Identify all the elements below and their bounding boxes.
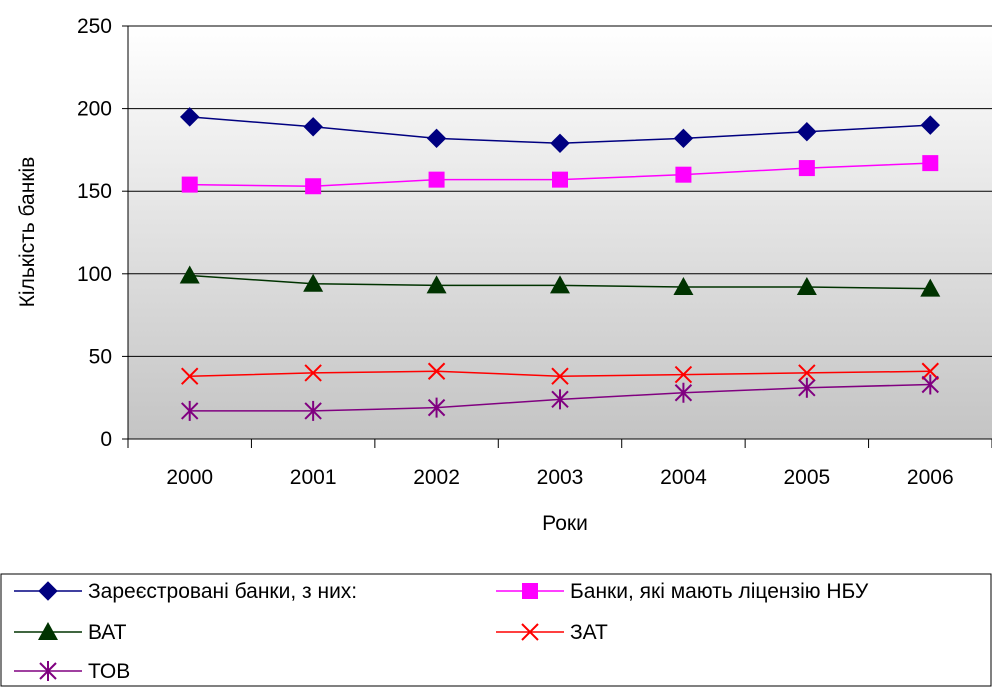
data-point [427, 397, 446, 418]
data-point [797, 122, 817, 142]
x-tick-label: 2006 [907, 466, 954, 489]
legend-label: Банки, які мають ліцензію НБУ [570, 580, 869, 603]
legend: Зареєстровані банки, з них: Банки, які ма… [0, 573, 992, 687]
data-point [921, 362, 939, 380]
legend-item: ВАТ [14, 621, 127, 644]
data-point [550, 133, 570, 153]
x-tick-label: 2003 [537, 466, 584, 489]
marker-stroke [551, 367, 569, 385]
x-axis-title: Роки [542, 512, 588, 535]
data-point [181, 400, 199, 421]
x-tick-label: 2004 [660, 466, 707, 489]
y-tick-label: 0 [100, 428, 112, 451]
legend-item: Зареєстровані банки, з них: [14, 580, 357, 603]
y-tick-label: 150 [77, 180, 112, 203]
axes: 0 50 100 150 200 250 2000 2001 2002 2003 2004 2005 2… [77, 15, 992, 489]
y-tick-label: 100 [77, 263, 112, 286]
data-point [674, 382, 693, 403]
series-5 [181, 374, 939, 421]
data-point [920, 278, 941, 297]
marker-stroke [427, 362, 446, 380]
series-4 [181, 362, 939, 385]
marker-stroke [921, 362, 939, 380]
legend-marker [38, 581, 58, 601]
series-group [179, 107, 941, 421]
data-point [673, 277, 694, 296]
data-point [180, 107, 200, 127]
data-point [796, 277, 817, 296]
legend-label: Зареєстровані банки, з них: [88, 580, 357, 603]
series-3 [179, 265, 941, 297]
data-point [179, 265, 200, 284]
y-axis-title: Кількість банків [16, 157, 39, 308]
marker-stroke [181, 367, 199, 385]
legend-item: ЗАТ [496, 621, 608, 644]
legend-label: ТОВ [88, 660, 130, 683]
data-point [551, 389, 569, 410]
x-tick-label: 2001 [290, 466, 337, 489]
data-point [426, 275, 447, 294]
marker-stroke [521, 623, 539, 641]
data-point [427, 362, 446, 380]
data-point [181, 367, 199, 385]
y-tick-label: 50 [89, 345, 112, 368]
data-point [305, 178, 322, 195]
data-point [922, 155, 939, 172]
legend-label: ЗАТ [570, 621, 608, 644]
y-tick-label: 250 [77, 15, 112, 38]
y-tick-label: 200 [77, 98, 112, 121]
data-point [920, 115, 940, 135]
series-2 [181, 155, 939, 195]
data-point [798, 377, 816, 398]
data-point [551, 367, 569, 385]
data-point [798, 160, 815, 177]
data-point [675, 166, 692, 183]
legend-item: ТОВ [14, 660, 130, 683]
data-point [798, 364, 816, 382]
legend-marker [522, 583, 538, 599]
x-tick-label: 2002 [413, 466, 460, 489]
marker-stroke [304, 364, 322, 382]
data-point [426, 128, 447, 149]
data-point [303, 117, 323, 137]
data-point [674, 365, 693, 384]
data-point [552, 171, 568, 188]
data-point [550, 275, 570, 294]
legend-marker [38, 622, 58, 640]
data-point [428, 171, 445, 188]
data-point [304, 364, 322, 382]
gridlines [128, 25, 992, 357]
series-1 [180, 107, 940, 153]
legend-marker [521, 623, 539, 641]
data-point [673, 128, 694, 149]
legend-item: Банки, які мають ліцензію НБУ [496, 580, 869, 603]
plot-area [128, 26, 992, 439]
legend-box [0, 573, 992, 687]
data-point [181, 176, 198, 193]
data-point [303, 273, 324, 292]
data-point [921, 374, 939, 395]
data-point [304, 400, 322, 421]
marker-stroke [674, 365, 693, 384]
x-tick-label: 2005 [783, 466, 830, 489]
legend-marker [39, 661, 57, 681]
marker-stroke [798, 364, 816, 382]
legend-label: ВАТ [88, 621, 127, 644]
x-tick-label: 2000 [166, 466, 213, 489]
